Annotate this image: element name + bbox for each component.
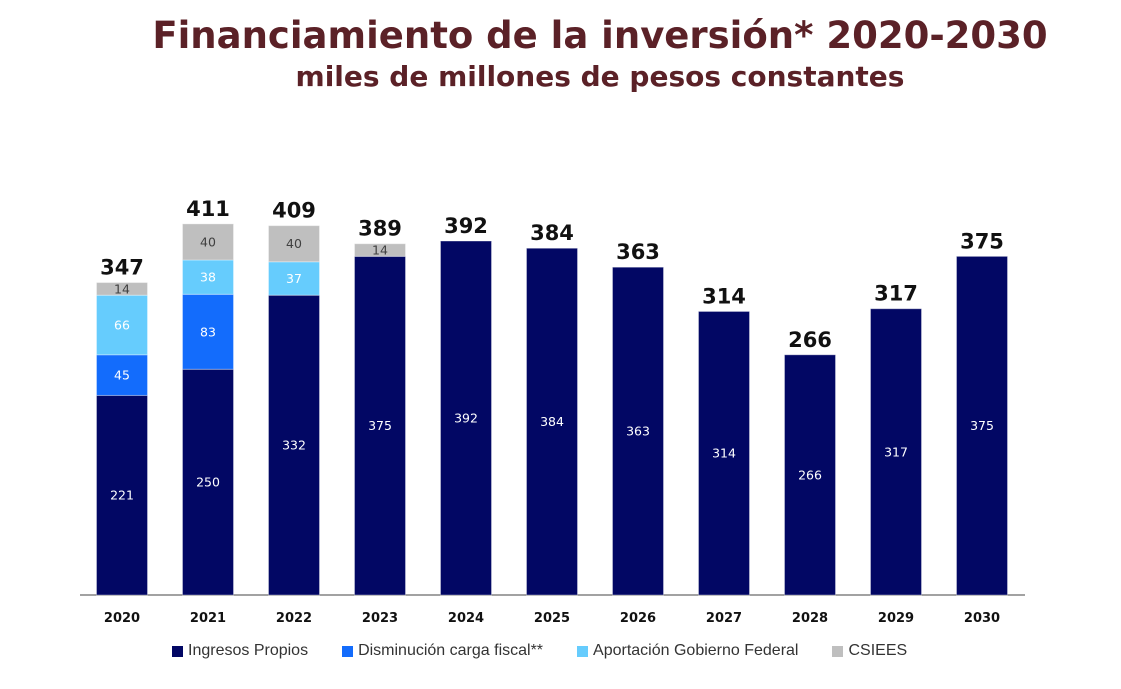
data-label: 375	[368, 418, 392, 433]
data-label: 66	[114, 318, 130, 333]
bar-segment	[440, 240, 492, 596]
total-label: 409	[272, 199, 316, 223]
legend-label: Aportación Gobierno Federal	[593, 642, 799, 659]
x-tick-label: 2024	[448, 611, 484, 626]
total-label: 363	[616, 240, 660, 264]
bar-segment	[268, 261, 320, 296]
x-tick-label: 2022	[276, 611, 312, 626]
data-label: 392	[454, 411, 478, 426]
total-label: 384	[530, 221, 574, 245]
bar-segment	[96, 282, 148, 296]
bar-segment	[268, 294, 320, 596]
data-label: 266	[798, 467, 822, 482]
chart-subtitle: miles de millones de pesos constantes	[295, 60, 905, 93]
legend-swatch	[577, 645, 589, 657]
data-label: 83	[200, 324, 216, 339]
bar-segment	[354, 243, 406, 257]
data-label: 38	[200, 270, 216, 285]
bar-segment	[956, 255, 1008, 596]
data-label: 384	[540, 414, 564, 429]
x-tick-label: 2030	[964, 611, 1000, 626]
x-tick-label: 2028	[792, 611, 828, 626]
bar-segment	[612, 266, 664, 596]
x-tick-label: 2029	[878, 611, 914, 626]
bar-segment	[182, 293, 234, 370]
data-label: 363	[626, 424, 650, 439]
bar-segment	[96, 394, 148, 596]
bar-segment	[354, 255, 406, 596]
total-label: 314	[702, 284, 746, 308]
data-label: 317	[884, 444, 908, 459]
legend-item: Ingresos Propios	[172, 642, 308, 660]
bar-segment	[182, 223, 234, 261]
x-tick-label: 2025	[534, 611, 570, 626]
total-label: 389	[358, 217, 402, 241]
data-label: 314	[712, 446, 736, 461]
chart-title: Financiamiento de la inversión* 2020-203…	[152, 14, 1048, 57]
legend-label: Disminución carga fiscal**	[358, 642, 544, 659]
legend-label: Ingresos Propios	[188, 642, 309, 659]
bar-segment	[784, 354, 836, 596]
data-label: 37	[286, 271, 302, 286]
x-tick-label: 2023	[362, 611, 398, 626]
legend-swatch	[832, 645, 844, 657]
total-label: 411	[186, 197, 230, 221]
legend-item: Aportación Gobierno Federal	[577, 642, 798, 660]
legend-item: CSIEES	[832, 642, 907, 660]
x-tick-label: 2027	[706, 611, 742, 626]
data-label: 14	[114, 281, 130, 296]
bar-segment	[526, 247, 578, 596]
legend-swatch	[172, 645, 183, 657]
total-label: 392	[444, 214, 488, 238]
total-label: 266	[788, 328, 832, 352]
bar-segment	[268, 225, 320, 263]
x-tick-label: 2020	[104, 611, 140, 626]
x-tick-label: 2026	[620, 611, 656, 626]
legend-item: Disminución carga fiscal**	[342, 642, 543, 660]
total-label: 317	[874, 282, 918, 306]
legend-label: CSIEES	[848, 642, 908, 659]
x-tick-label: 2021	[190, 611, 226, 626]
data-label: 14	[372, 243, 388, 258]
total-label: 347	[100, 256, 144, 280]
data-label: 221	[110, 488, 134, 503]
legend-swatch	[342, 645, 354, 657]
data-label: 40	[286, 236, 302, 251]
data-label: 332	[282, 438, 306, 453]
bar-segment	[182, 368, 234, 596]
data-label: 40	[200, 234, 216, 249]
data-label: 375	[970, 418, 994, 433]
total-label: 375	[960, 229, 1004, 253]
data-label: 250	[196, 475, 220, 490]
bar-segment	[870, 308, 922, 596]
bar-segment	[96, 294, 148, 356]
data-label: 45	[114, 368, 130, 383]
bar-segment	[182, 259, 234, 295]
legend: Ingresos Propios Disminución carga fiscal…	[172, 642, 907, 660]
bar-segment	[698, 310, 750, 596]
bar-segment	[96, 354, 148, 396]
